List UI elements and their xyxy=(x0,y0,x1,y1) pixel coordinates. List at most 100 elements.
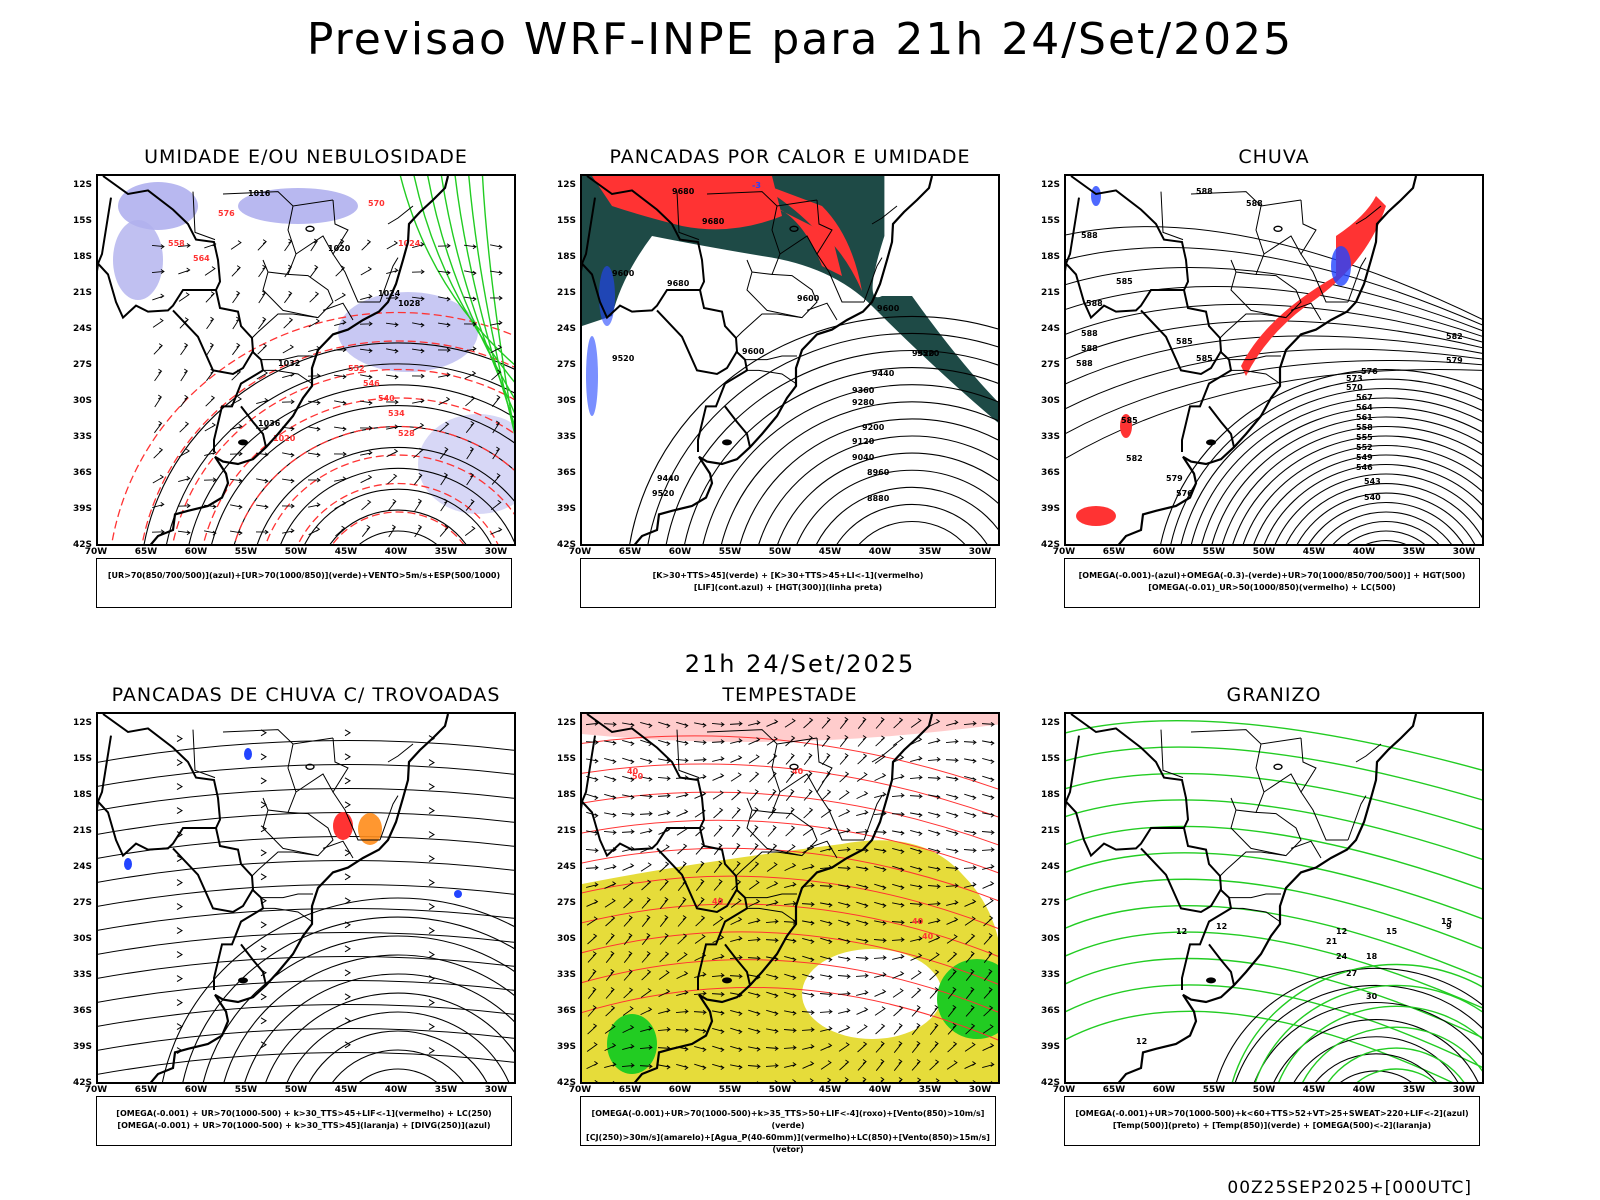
wind-vector xyxy=(767,753,778,765)
instability-shade xyxy=(592,176,782,230)
temp850-contour xyxy=(1066,825,1482,890)
wind-vector xyxy=(412,348,425,354)
wind-vector xyxy=(954,1079,959,1082)
wind-vector xyxy=(440,498,449,512)
wind-vector xyxy=(965,968,975,981)
lat-tick-label: 36S xyxy=(556,1006,576,1016)
wind-vector xyxy=(641,951,651,963)
wind-vector xyxy=(676,792,689,798)
divergence-shade xyxy=(454,890,462,898)
contour-label: 573 xyxy=(1346,374,1363,383)
contour-label: 582 xyxy=(1446,332,1463,341)
wind-vector xyxy=(360,450,373,456)
lat-tick-label: 36S xyxy=(1040,1006,1060,1016)
legend-umidade: [UR>70(850/700/500)](azul)+[UR>70(1000/8… xyxy=(96,558,512,608)
wind-vector xyxy=(891,920,905,925)
contour-label: 588 xyxy=(1081,344,1098,353)
jet-gap xyxy=(802,949,942,1039)
wind-vector xyxy=(946,900,959,906)
wind-vector xyxy=(892,847,905,854)
wind-vector xyxy=(731,789,742,801)
contour-label: 588 xyxy=(1081,231,1098,240)
lat-tick-label: 12S xyxy=(72,180,92,190)
state-border xyxy=(1290,302,1322,321)
wind-vector xyxy=(385,399,399,405)
wind-vector xyxy=(676,721,689,729)
lon-tick-label: 30W xyxy=(968,1085,992,1095)
wind-vector xyxy=(891,812,905,817)
wind-vector xyxy=(466,472,475,486)
wind-vector xyxy=(622,794,635,800)
wind-vector xyxy=(857,1041,868,1053)
wind-vector xyxy=(284,238,293,252)
wind-vector xyxy=(837,847,851,852)
wind-vector xyxy=(623,987,634,999)
wind-vector xyxy=(232,290,241,304)
wind-vector xyxy=(983,987,993,999)
height-contour xyxy=(758,435,998,544)
wind-vector xyxy=(694,1063,707,1071)
streamline-arrow xyxy=(344,849,351,857)
wind-vector xyxy=(946,793,959,800)
wind-vector xyxy=(874,848,887,854)
contour-label: 576 xyxy=(218,209,235,218)
omega-shade xyxy=(1331,246,1351,286)
wind-vector xyxy=(413,447,424,459)
wind-vector xyxy=(873,811,887,816)
contour-label: 9600 xyxy=(742,347,765,356)
contour-label: 576 xyxy=(1176,489,1193,498)
wind-vector xyxy=(928,829,941,837)
wind-vector xyxy=(255,529,269,535)
wind-vector xyxy=(910,970,922,980)
wind-vector xyxy=(838,956,851,962)
wind-vector xyxy=(621,812,635,817)
wind-vector xyxy=(856,1024,868,1034)
streamline-arrow xyxy=(176,927,183,935)
wind-vector xyxy=(310,264,319,278)
wind-vector xyxy=(677,915,687,927)
wind-vector xyxy=(712,1083,724,1084)
wind-vector xyxy=(414,524,423,538)
wind-vector xyxy=(640,757,653,765)
wind-vector xyxy=(622,722,635,728)
wind-vector xyxy=(440,472,449,486)
streamline-arrow xyxy=(344,753,351,761)
wind-vector xyxy=(766,991,779,999)
temp850-contour xyxy=(1066,931,1482,1009)
wind-vector xyxy=(963,865,977,870)
wind-vector xyxy=(929,1004,939,1017)
wind-vector xyxy=(693,991,707,996)
contour-label: 40 xyxy=(712,897,724,906)
height-contour xyxy=(1221,425,1482,544)
wind-vector xyxy=(586,1042,598,1052)
wind-vector xyxy=(360,266,372,276)
wind-vector xyxy=(694,722,707,728)
wind-vector xyxy=(178,292,190,302)
country-border xyxy=(102,176,222,291)
streamline xyxy=(1066,247,1482,326)
state-border xyxy=(261,893,313,899)
lagoon-mark xyxy=(1206,439,1216,446)
wind-vector xyxy=(820,1060,832,1070)
pressure-contour xyxy=(280,467,514,544)
streamline-arrow xyxy=(344,777,351,785)
wind-vector xyxy=(784,1010,797,1016)
wind-vector xyxy=(492,446,501,460)
water-shade xyxy=(582,714,998,742)
contour-label: 9520 xyxy=(912,349,935,358)
contour-label: 1024 xyxy=(398,239,421,248)
wind-vector xyxy=(820,919,833,926)
state-border xyxy=(806,840,838,859)
state-border xyxy=(263,369,313,385)
wind-vector xyxy=(856,791,869,800)
wind-vector xyxy=(947,1004,957,1017)
wind-vector xyxy=(437,243,451,249)
map-trovoadas xyxy=(96,712,516,1084)
wind-vector xyxy=(205,291,215,303)
wind-vector xyxy=(748,880,760,890)
wind-vector xyxy=(712,916,724,926)
streamline xyxy=(98,859,514,883)
lon-tick-label: 65W xyxy=(618,547,642,557)
lagoon-mark xyxy=(238,439,248,446)
